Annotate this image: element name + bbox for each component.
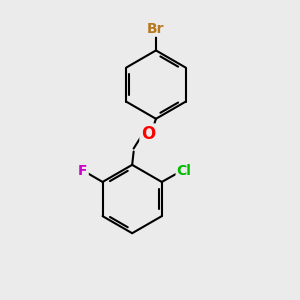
Text: O: O bbox=[141, 125, 155, 143]
Text: F: F bbox=[78, 164, 88, 178]
Text: Cl: Cl bbox=[177, 164, 191, 178]
Text: Br: Br bbox=[147, 22, 165, 36]
